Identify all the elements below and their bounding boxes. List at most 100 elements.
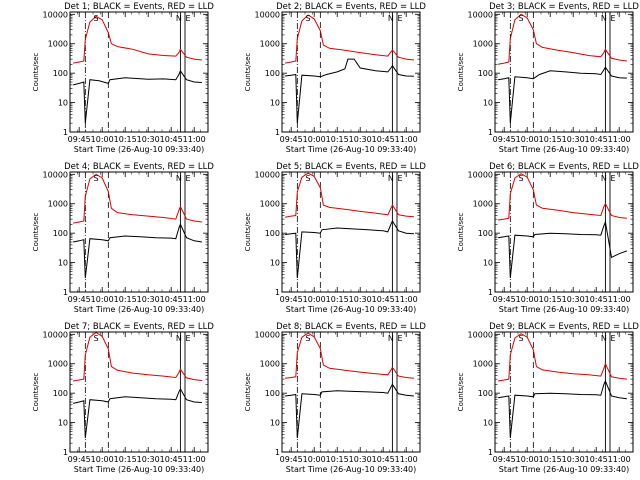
chart-panel-det-7: Det 7; BLACK = Events, RED = LLD 1 10 100 10…: [32, 322, 214, 474]
plot-frame: [494, 331, 634, 453]
y-axis-label: Counts/sec: [32, 213, 40, 252]
y-tick-label: 1: [275, 448, 280, 457]
y-tick-label: 1000: [473, 40, 493, 49]
annotation-n: N: [388, 14, 394, 23]
annotation-s: S: [519, 14, 524, 23]
x-tick-label: 10:30: [137, 455, 160, 464]
y-tick-label: 1: [63, 448, 68, 457]
y-tick-label: 100: [478, 389, 493, 398]
x-tick-label: 11:00: [183, 135, 206, 144]
y-tick-label: 1000: [48, 40, 68, 49]
y-tick-label: 1000: [260, 40, 280, 49]
series-line-events: [285, 58, 414, 124]
panel-title: Det 9; BLACK = Events, RED = LLD: [489, 322, 639, 332]
x-tick-label: 10:15: [114, 295, 137, 304]
chart-panel-det-8: Det 8; BLACK = Events, RED = LLD 1 10 100 10…: [244, 322, 426, 474]
series-group: [285, 14, 414, 124]
plot-frame: [494, 11, 634, 133]
x-tick-label: 10:00: [303, 135, 326, 144]
panel-title: Det 3; BLACK = Events, RED = LLD: [489, 2, 639, 12]
x-tick-label: 10:15: [326, 455, 349, 464]
series-group: [72, 15, 202, 124]
x-axis-label: Start Time (26-Aug-10 09:33:40): [499, 305, 630, 314]
x-tick-label: 10:00: [516, 455, 539, 464]
y-tick-label: 1000: [260, 360, 280, 369]
annotation-e: E: [611, 174, 616, 183]
chart-panel-det-4: Det 4; BLACK = Events, RED = LLD 1 10 100 10…: [32, 162, 214, 314]
y-tick-label: 1: [488, 288, 493, 297]
x-tick-label: 10:45: [585, 455, 608, 464]
y-tick-label: 1: [63, 128, 68, 137]
x-tick-label: 10:15: [539, 295, 562, 304]
panel-title: Det 7; BLACK = Events, RED = LLD: [64, 322, 214, 332]
annotation-s: S: [306, 334, 311, 343]
y-tick-label: 100: [478, 69, 493, 78]
annotation-n: N: [388, 174, 394, 183]
x-tick-label: 11:00: [608, 455, 631, 464]
series-line-events: [72, 69, 202, 124]
x-tick-label: 09:45: [68, 295, 91, 304]
x-tick-label: 10:30: [562, 135, 585, 144]
chart-panel-det-1: Det 1; BLACK = Events, RED = LLD 1 10 100 10…: [32, 2, 214, 154]
x-tick-label: 10:00: [303, 295, 326, 304]
series-group: [72, 332, 202, 439]
y-tick-label: 100: [53, 389, 68, 398]
y-tick-label: 10: [270, 259, 280, 268]
annotation-s: S: [519, 334, 524, 343]
x-tick-label: 10:15: [539, 135, 562, 144]
panel-title: Det 4; BLACK = Events, RED = LLD: [64, 162, 214, 172]
y-tick-label: 1000: [48, 200, 68, 209]
y-tick-label: 100: [53, 229, 68, 238]
chart-panel-det-9: Det 9; BLACK = Events, RED = LLD 1 10 100 10…: [457, 322, 639, 474]
annotation-n: N: [176, 334, 182, 343]
x-axis-label: Start Time (26-Aug-10 09:33:40): [74, 305, 205, 314]
x-axis-label: Start Time (26-Aug-10 09:33:40): [499, 145, 630, 154]
series-line-lld: [498, 13, 627, 65]
annotation-e: E: [611, 334, 616, 343]
annotation-s: S: [306, 174, 311, 183]
y-tick-label: 10: [58, 419, 68, 428]
y-axis-label: Counts/sec: [32, 53, 40, 92]
x-tick-label: 10:15: [539, 455, 562, 464]
x-tick-label: 09:45: [68, 455, 91, 464]
y-tick-label: 100: [53, 69, 68, 78]
x-axis-label: Start Time (26-Aug-10 09:33:40): [74, 465, 205, 474]
series-line-events: [498, 379, 627, 439]
series-group: [498, 333, 627, 439]
series-line-lld: [285, 14, 414, 64]
annotation-e: E: [186, 14, 191, 23]
annotation-n: N: [601, 174, 607, 183]
y-tick-label: 10: [58, 259, 68, 268]
chart-panel-det-6: Det 6; BLACK = Events, RED = LLD 1 10 100 10…: [457, 162, 639, 314]
annotation-n: N: [176, 174, 182, 183]
x-tick-label: 10:30: [562, 455, 585, 464]
annotation-s: S: [306, 14, 311, 23]
x-tick-label: 10:00: [91, 135, 114, 144]
x-axis-label: Start Time (26-Aug-10 09:33:40): [286, 145, 417, 154]
x-tick-label: 09:45: [280, 295, 303, 304]
plot-frame: [69, 11, 209, 133]
series-group: [73, 173, 202, 279]
plot-frame: [281, 331, 421, 453]
y-tick-label: 10000: [255, 10, 280, 19]
x-tick-label: 10:00: [516, 135, 539, 144]
x-tick-label: 10:45: [372, 295, 395, 304]
x-tick-label: 10:45: [160, 295, 183, 304]
y-axis-label: Counts/sec: [244, 373, 252, 412]
y-tick-label: 10000: [468, 170, 493, 179]
x-tick-label: 10:15: [114, 455, 137, 464]
series-line-lld: [285, 172, 414, 218]
x-tick-label: 10:30: [137, 135, 160, 144]
panel-title: Det 5; BLACK = Events, RED = LLD: [276, 162, 426, 172]
x-tick-label: 11:00: [608, 135, 631, 144]
y-tick-label: 100: [478, 229, 493, 238]
series-line-lld: [285, 332, 414, 379]
annotation-s: S: [519, 174, 524, 183]
series-line-lld: [498, 333, 627, 382]
series-line-lld: [73, 15, 202, 64]
plot-frame: [69, 171, 209, 293]
series-line-lld: [73, 332, 202, 382]
x-tick-label: 09:45: [493, 295, 516, 304]
plot-frame: [281, 11, 421, 133]
series-line-events: [285, 383, 414, 439]
